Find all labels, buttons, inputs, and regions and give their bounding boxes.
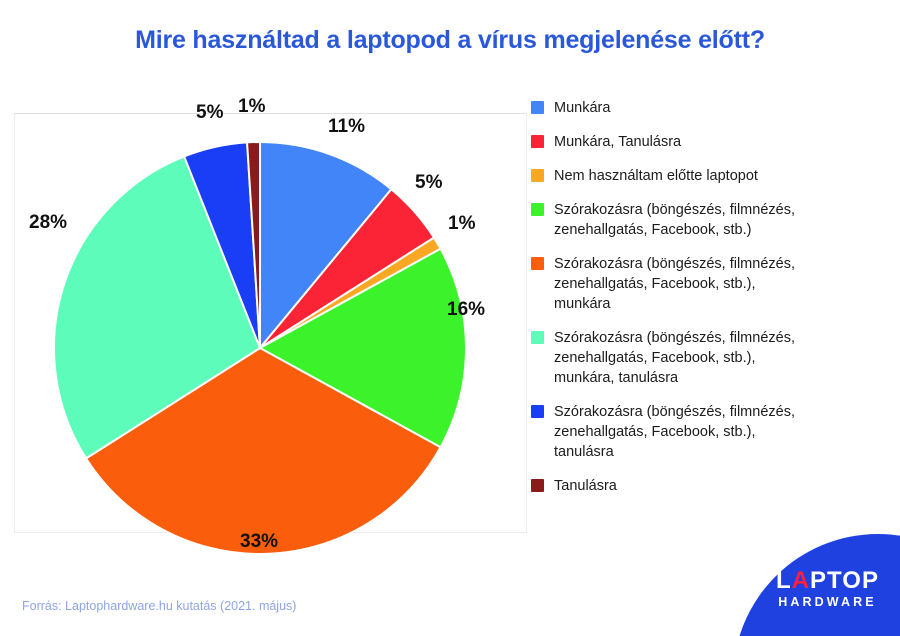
legend: Munkára Munkára, Tanulásra Nem használtam … xyxy=(531,98,891,510)
logo-letters-ptop: PTOP xyxy=(810,567,879,594)
legend-item-label: Szórakozásra (böngészés, filmnézés, zene… xyxy=(554,330,795,386)
legend-item[interactable]: Tanulásra xyxy=(531,476,891,496)
pie-value-label: 33% xyxy=(240,531,279,552)
logo-subtitle: HARDWARE xyxy=(778,595,877,609)
pie-slice[interactable] xyxy=(53,155,262,460)
pie-svg xyxy=(53,140,467,555)
legend-item[interactable]: Munkára xyxy=(531,98,891,118)
logo-letter-l: L xyxy=(776,567,792,594)
legend-swatch-icon xyxy=(531,405,544,418)
logo-letter-a: A xyxy=(791,567,811,594)
logo-text: LAPTOP HARDWARE xyxy=(755,568,900,610)
legend-item[interactable]: Szórakozásra (böngészés, filmnézés, zene… xyxy=(531,328,891,388)
pie-slice[interactable] xyxy=(246,140,261,349)
legend-swatch-icon xyxy=(531,331,544,344)
legend-swatch-icon xyxy=(531,203,544,216)
pie-slice[interactable] xyxy=(84,346,442,555)
legend-swatch-icon xyxy=(531,101,544,114)
legend-swatch-icon xyxy=(531,135,544,148)
pie-chart xyxy=(38,126,482,570)
legend-item-label: Szórakozásra (böngészés, filmnézés, zene… xyxy=(554,256,795,312)
legend-item-label: Nem használtam előtte laptopot xyxy=(554,168,758,184)
legend-swatch-icon xyxy=(531,169,544,182)
legend-item[interactable]: Nem használtam előtte laptopot xyxy=(531,166,891,186)
legend-item[interactable]: Szórakozásra (böngészés, filmnézés, zene… xyxy=(531,254,891,314)
legend-item-label: Munkára, Tanulásra xyxy=(554,134,682,150)
pie-value-label: 28% xyxy=(29,212,68,233)
logo-blob-shape xyxy=(733,534,900,636)
legend-item-label: Munkára xyxy=(554,100,611,116)
legend-item[interactable]: Munkára, Tanulásra xyxy=(531,132,891,152)
pie-value-label: 5% xyxy=(196,102,224,123)
legend-item[interactable]: Szórakozásra (böngészés, filmnézés, zene… xyxy=(531,402,891,462)
pie-slice[interactable] xyxy=(259,140,393,351)
legend-item-label: Szórakozásra (böngészés, filmnézés, zene… xyxy=(554,202,795,238)
laptop-hardware-logo: LAPTOP HARDWARE xyxy=(725,516,900,636)
pie-value-label: 16% xyxy=(447,299,486,320)
pie-slice-group xyxy=(53,140,467,555)
pie-value-label: 11% xyxy=(328,116,365,137)
page-title: Mire használtad a laptopod a vírus megje… xyxy=(135,26,765,54)
legend-item-label: Tanulásra xyxy=(554,478,617,494)
legend-item-label: Szórakozásra (böngészés, filmnézés, zene… xyxy=(554,404,795,460)
pie-value-label: 5% xyxy=(415,172,443,193)
legend-swatch-icon xyxy=(531,479,544,492)
logo-wordmark: LAPTOP xyxy=(755,568,900,593)
source-note: Forrás: Laptophardware.hu kutatás (2021.… xyxy=(22,599,297,613)
legend-swatch-icon xyxy=(531,257,544,270)
legend-item[interactable]: Szórakozásra (böngészés, filmnézés, zene… xyxy=(531,200,891,240)
pie-slice[interactable] xyxy=(257,247,467,449)
pie-value-label: 1% xyxy=(238,96,266,117)
pie-value-label: 1% xyxy=(448,213,476,234)
